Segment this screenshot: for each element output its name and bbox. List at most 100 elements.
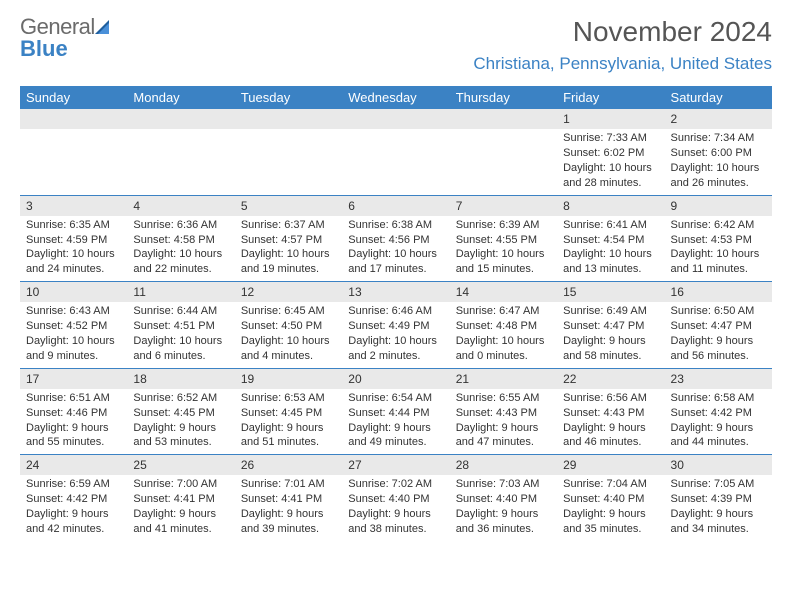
day-number: 21 xyxy=(450,369,557,389)
weekday-saturday: Saturday xyxy=(665,86,772,109)
day-details: Sunrise: 6:49 AMSunset: 4:47 PMDaylight:… xyxy=(557,302,664,367)
calendar-day-cell: 13Sunrise: 6:46 AMSunset: 4:49 PMDayligh… xyxy=(342,282,449,369)
daylight-line: Daylight: 9 hours and 46 minutes. xyxy=(563,421,658,451)
weekday-header-row: Sunday Monday Tuesday Wednesday Thursday… xyxy=(20,86,772,109)
calendar-day-cell: 8Sunrise: 6:41 AMSunset: 4:54 PMDaylight… xyxy=(557,195,664,282)
page-header: General Blue November 2024 Christiana, P… xyxy=(20,16,772,74)
daylight-line: Daylight: 9 hours and 44 minutes. xyxy=(671,421,766,451)
calendar-day-cell: 27Sunrise: 7:02 AMSunset: 4:40 PMDayligh… xyxy=(342,455,449,541)
day-number-empty xyxy=(450,109,557,129)
sunset-line: Sunset: 4:53 PM xyxy=(671,233,766,248)
sunset-line: Sunset: 4:40 PM xyxy=(456,492,551,507)
day-details: Sunrise: 6:52 AMSunset: 4:45 PMDaylight:… xyxy=(127,389,234,454)
day-details: Sunrise: 7:02 AMSunset: 4:40 PMDaylight:… xyxy=(342,475,449,540)
daylight-line: Daylight: 10 hours and 17 minutes. xyxy=(348,247,443,277)
day-number: 29 xyxy=(557,455,664,475)
sunset-line: Sunset: 4:46 PM xyxy=(26,406,121,421)
day-details: Sunrise: 6:37 AMSunset: 4:57 PMDaylight:… xyxy=(235,216,342,281)
sunset-line: Sunset: 4:43 PM xyxy=(563,406,658,421)
daylight-line: Daylight: 10 hours and 19 minutes. xyxy=(241,247,336,277)
day-number: 15 xyxy=(557,282,664,302)
day-details: Sunrise: 6:42 AMSunset: 4:53 PMDaylight:… xyxy=(665,216,772,281)
sunrise-line: Sunrise: 6:44 AM xyxy=(133,304,228,319)
sunrise-line: Sunrise: 6:39 AM xyxy=(456,218,551,233)
day-number: 5 xyxy=(235,196,342,216)
daylight-line: Daylight: 9 hours and 42 minutes. xyxy=(26,507,121,537)
day-number: 17 xyxy=(20,369,127,389)
sunrise-line: Sunrise: 6:45 AM xyxy=(241,304,336,319)
day-details: Sunrise: 7:04 AMSunset: 4:40 PMDaylight:… xyxy=(557,475,664,540)
day-details: Sunrise: 7:33 AMSunset: 6:02 PMDaylight:… xyxy=(557,129,664,194)
calendar-week-row: 3Sunrise: 6:35 AMSunset: 4:59 PMDaylight… xyxy=(20,195,772,282)
weekday-thursday: Thursday xyxy=(450,86,557,109)
calendar-day-cell: 14Sunrise: 6:47 AMSunset: 4:48 PMDayligh… xyxy=(450,282,557,369)
sunrise-line: Sunrise: 6:53 AM xyxy=(241,391,336,406)
sunset-line: Sunset: 4:58 PM xyxy=(133,233,228,248)
sunrise-line: Sunrise: 6:54 AM xyxy=(348,391,443,406)
daylight-line: Daylight: 10 hours and 24 minutes. xyxy=(26,247,121,277)
day-number: 1 xyxy=(557,109,664,129)
calendar-day-cell: 22Sunrise: 6:56 AMSunset: 4:43 PMDayligh… xyxy=(557,368,664,455)
daylight-line: Daylight: 9 hours and 53 minutes. xyxy=(133,421,228,451)
calendar-day-cell xyxy=(20,109,127,195)
day-number: 30 xyxy=(665,455,772,475)
day-details: Sunrise: 6:58 AMSunset: 4:42 PMDaylight:… xyxy=(665,389,772,454)
day-number: 12 xyxy=(235,282,342,302)
sunrise-line: Sunrise: 6:50 AM xyxy=(671,304,766,319)
logo-blue-word: Blue xyxy=(20,38,113,60)
daylight-line: Daylight: 9 hours and 36 minutes. xyxy=(456,507,551,537)
daylight-line: Daylight: 10 hours and 2 minutes. xyxy=(348,334,443,364)
day-number: 9 xyxy=(665,196,772,216)
sunrise-line: Sunrise: 6:58 AM xyxy=(671,391,766,406)
sunrise-line: Sunrise: 6:36 AM xyxy=(133,218,228,233)
daylight-line: Daylight: 10 hours and 13 minutes. xyxy=(563,247,658,277)
location-text: Christiana, Pennsylvania, United States xyxy=(473,54,772,74)
sunset-line: Sunset: 4:41 PM xyxy=(241,492,336,507)
daylight-line: Daylight: 10 hours and 0 minutes. xyxy=(456,334,551,364)
day-number: 20 xyxy=(342,369,449,389)
calendar-day-cell: 12Sunrise: 6:45 AMSunset: 4:50 PMDayligh… xyxy=(235,282,342,369)
day-details: Sunrise: 6:38 AMSunset: 4:56 PMDaylight:… xyxy=(342,216,449,281)
calendar-day-cell xyxy=(127,109,234,195)
sunrise-line: Sunrise: 6:42 AM xyxy=(671,218,766,233)
sunset-line: Sunset: 4:39 PM xyxy=(671,492,766,507)
day-details: Sunrise: 7:03 AMSunset: 4:40 PMDaylight:… xyxy=(450,475,557,540)
daylight-line: Daylight: 9 hours and 55 minutes. xyxy=(26,421,121,451)
day-details: Sunrise: 6:53 AMSunset: 4:45 PMDaylight:… xyxy=(235,389,342,454)
day-details: Sunrise: 6:36 AMSunset: 4:58 PMDaylight:… xyxy=(127,216,234,281)
sunset-line: Sunset: 6:02 PM xyxy=(563,146,658,161)
sunset-line: Sunset: 4:40 PM xyxy=(563,492,658,507)
day-number-empty xyxy=(342,109,449,129)
sunrise-line: Sunrise: 6:35 AM xyxy=(26,218,121,233)
daylight-line: Daylight: 9 hours and 49 minutes. xyxy=(348,421,443,451)
sunrise-line: Sunrise: 6:41 AM xyxy=(563,218,658,233)
day-number: 26 xyxy=(235,455,342,475)
calendar-day-cell: 2Sunrise: 7:34 AMSunset: 6:00 PMDaylight… xyxy=(665,109,772,195)
daylight-line: Daylight: 9 hours and 38 minutes. xyxy=(348,507,443,537)
day-number: 8 xyxy=(557,196,664,216)
day-number: 11 xyxy=(127,282,234,302)
day-number-empty xyxy=(20,109,127,129)
calendar-day-cell xyxy=(450,109,557,195)
daylight-line: Daylight: 9 hours and 47 minutes. xyxy=(456,421,551,451)
calendar-day-cell: 25Sunrise: 7:00 AMSunset: 4:41 PMDayligh… xyxy=(127,455,234,541)
day-details: Sunrise: 7:00 AMSunset: 4:41 PMDaylight:… xyxy=(127,475,234,540)
day-details: Sunrise: 6:43 AMSunset: 4:52 PMDaylight:… xyxy=(20,302,127,367)
calendar-week-row: 10Sunrise: 6:43 AMSunset: 4:52 PMDayligh… xyxy=(20,282,772,369)
calendar-day-cell: 9Sunrise: 6:42 AMSunset: 4:53 PMDaylight… xyxy=(665,195,772,282)
day-details: Sunrise: 6:35 AMSunset: 4:59 PMDaylight:… xyxy=(20,216,127,281)
sunset-line: Sunset: 4:43 PM xyxy=(456,406,551,421)
daylight-line: Daylight: 9 hours and 35 minutes. xyxy=(563,507,658,537)
daylight-line: Daylight: 10 hours and 6 minutes. xyxy=(133,334,228,364)
sunset-line: Sunset: 6:00 PM xyxy=(671,146,766,161)
calendar-day-cell: 30Sunrise: 7:05 AMSunset: 4:39 PMDayligh… xyxy=(665,455,772,541)
calendar-day-cell: 18Sunrise: 6:52 AMSunset: 4:45 PMDayligh… xyxy=(127,368,234,455)
day-number: 18 xyxy=(127,369,234,389)
day-details: Sunrise: 6:50 AMSunset: 4:47 PMDaylight:… xyxy=(665,302,772,367)
logo-sail-icon xyxy=(95,16,113,38)
day-details: Sunrise: 7:01 AMSunset: 4:41 PMDaylight:… xyxy=(235,475,342,540)
calendar-day-cell: 16Sunrise: 6:50 AMSunset: 4:47 PMDayligh… xyxy=(665,282,772,369)
calendar-week-row: 1Sunrise: 7:33 AMSunset: 6:02 PMDaylight… xyxy=(20,109,772,195)
day-details: Sunrise: 6:59 AMSunset: 4:42 PMDaylight:… xyxy=(20,475,127,540)
sunrise-line: Sunrise: 6:51 AM xyxy=(26,391,121,406)
